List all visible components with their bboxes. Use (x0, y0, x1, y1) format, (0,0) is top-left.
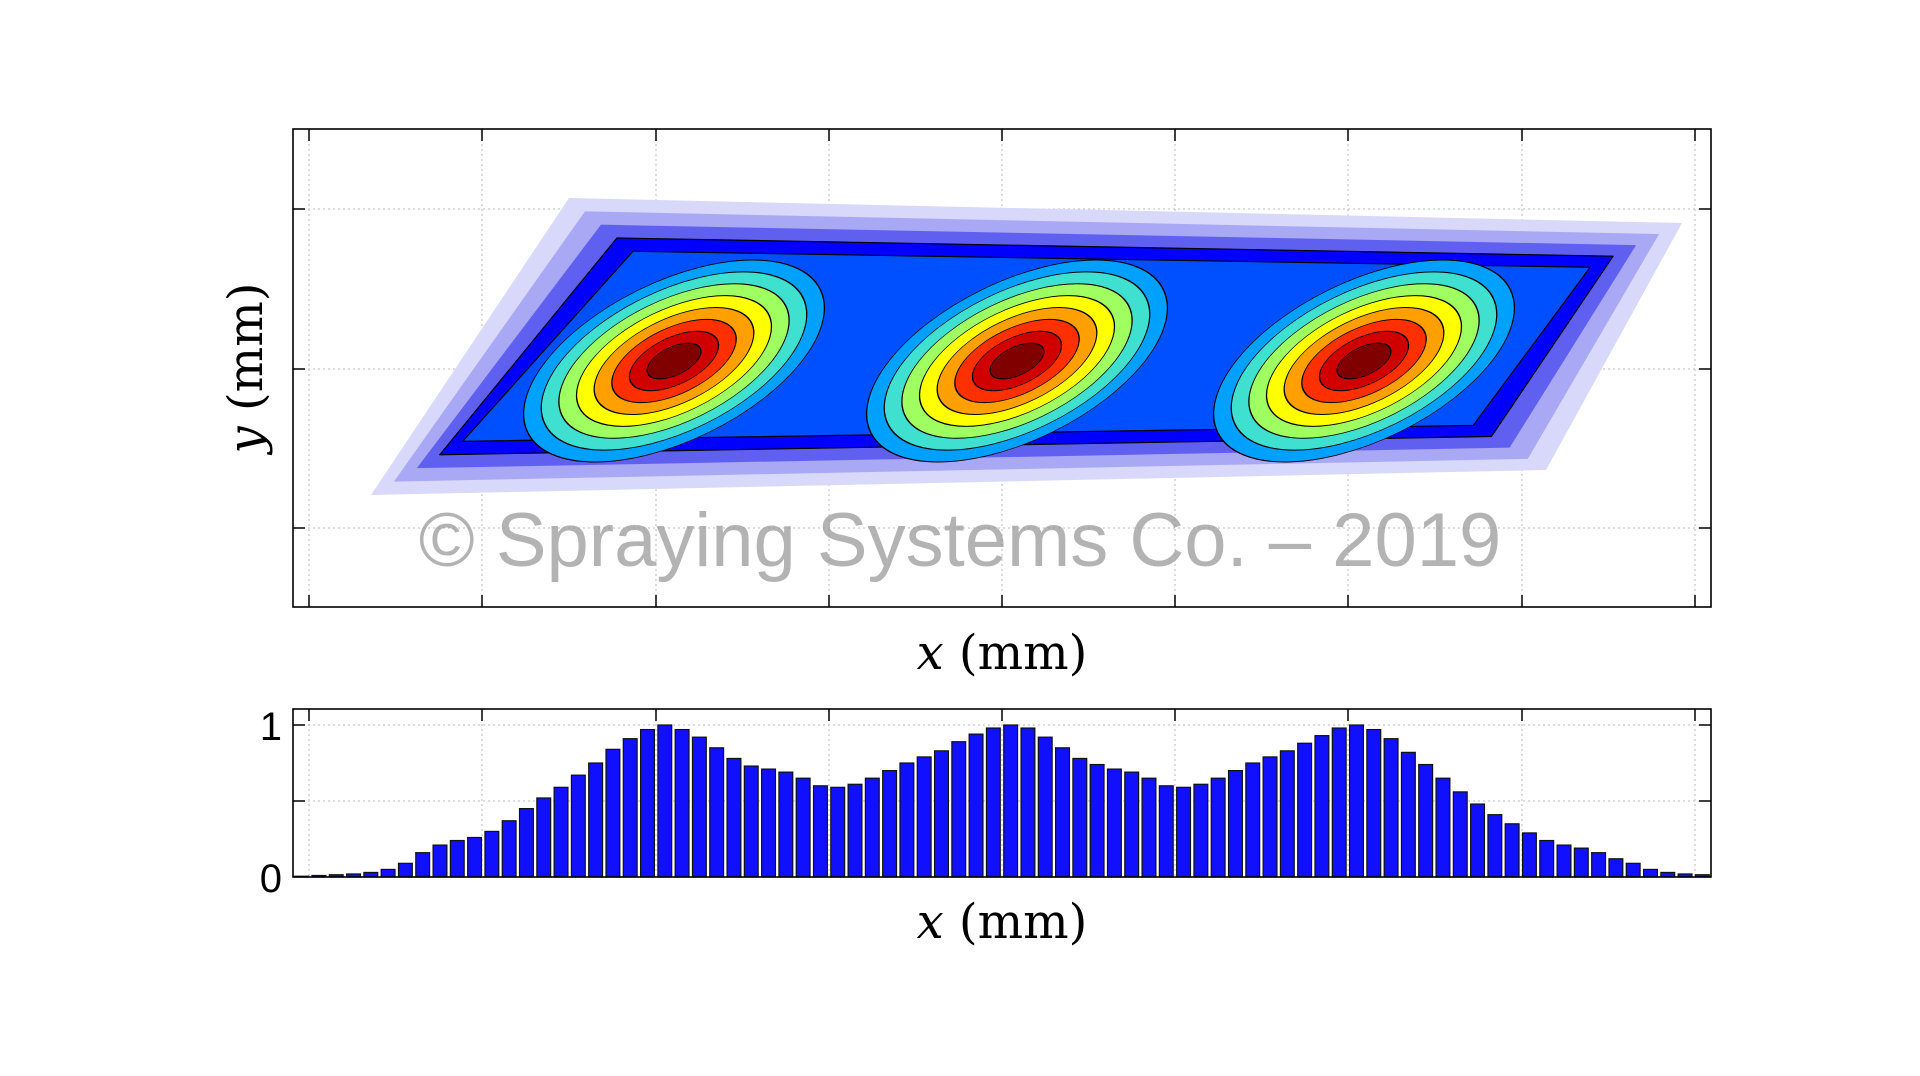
contour-fill (371, 198, 1682, 495)
bar (1124, 771, 1140, 878)
bar (951, 741, 967, 878)
bar (1400, 751, 1416, 878)
bar (674, 728, 690, 878)
bar (449, 839, 465, 878)
bar (484, 830, 500, 878)
bar (415, 852, 431, 878)
bar (397, 862, 413, 878)
bar (1348, 724, 1365, 878)
y-tick-label-1: 1 (260, 705, 282, 749)
bar (778, 771, 794, 878)
bar (1366, 728, 1382, 878)
bar (622, 738, 638, 878)
bar (985, 727, 1001, 878)
contour-peak (865, 259, 1169, 463)
bar (1245, 762, 1261, 878)
bar-ticks (293, 709, 1711, 802)
bar (536, 797, 552, 878)
contour-level (646, 342, 702, 380)
bar (1314, 735, 1330, 878)
bar (1297, 742, 1313, 878)
contour-x-axis-label: x (mm) (917, 625, 1088, 681)
bar (605, 748, 621, 878)
bar (1176, 786, 1192, 878)
bar (1020, 727, 1036, 878)
bar (1193, 783, 1209, 878)
bar (518, 807, 534, 878)
contour-y-axis-label: y (mm) (218, 283, 274, 456)
bar (1279, 750, 1295, 878)
bar (847, 783, 863, 878)
bar (1003, 724, 1019, 878)
bar-plot: 1 0 x (mm) (260, 705, 1712, 950)
bar (1089, 763, 1105, 878)
bar (1262, 756, 1278, 878)
contour-peak (522, 259, 826, 463)
bar (795, 777, 811, 878)
bar (968, 733, 984, 878)
bar (1504, 823, 1520, 878)
bar (726, 757, 742, 878)
bar (1452, 791, 1468, 878)
bar (1383, 738, 1399, 878)
bar (1642, 868, 1658, 878)
bar (553, 786, 569, 878)
bar (1072, 757, 1088, 878)
bar (933, 750, 949, 878)
bar (916, 756, 932, 878)
y-tick-label-0: 0 (260, 857, 282, 901)
bar (588, 762, 604, 878)
bar (1418, 763, 1434, 878)
bar (1435, 777, 1451, 878)
bar (830, 786, 846, 878)
bar (570, 774, 586, 878)
bar (1055, 747, 1071, 878)
contour-level (989, 342, 1045, 380)
bar (864, 777, 880, 878)
bar (1521, 832, 1537, 878)
bar (1158, 785, 1174, 878)
bar (1487, 814, 1503, 878)
bar (691, 736, 707, 878)
bar (899, 762, 915, 878)
bar (1210, 777, 1226, 878)
contour-plot: © Spraying Systems Co. – 2019 x (mm) y (… (218, 128, 1712, 681)
bar (467, 836, 483, 878)
bar (1625, 862, 1641, 878)
bar (743, 765, 759, 878)
bar (432, 844, 448, 878)
contour-peak (1212, 259, 1516, 463)
bar (639, 728, 656, 878)
bar-x-axis-label: x (mm) (917, 894, 1088, 950)
bar (1608, 858, 1624, 878)
bar (1556, 844, 1572, 878)
contour-level (1336, 342, 1392, 380)
bar (1539, 839, 1555, 878)
bar (1591, 852, 1607, 878)
bar (1573, 847, 1589, 878)
bar (1227, 769, 1243, 878)
bar (709, 747, 725, 878)
bar (1331, 727, 1347, 878)
contour-ticks (293, 129, 1711, 607)
bar (761, 768, 777, 878)
bar (1141, 777, 1157, 878)
bar (1470, 803, 1486, 878)
bar (882, 769, 898, 878)
bar (380, 868, 396, 878)
watermark: © Spraying Systems Co. – 2019 (419, 498, 1502, 583)
bar (1106, 768, 1122, 878)
bar (812, 785, 828, 878)
bar (657, 724, 673, 878)
bar (1037, 736, 1053, 878)
bar (501, 820, 517, 878)
